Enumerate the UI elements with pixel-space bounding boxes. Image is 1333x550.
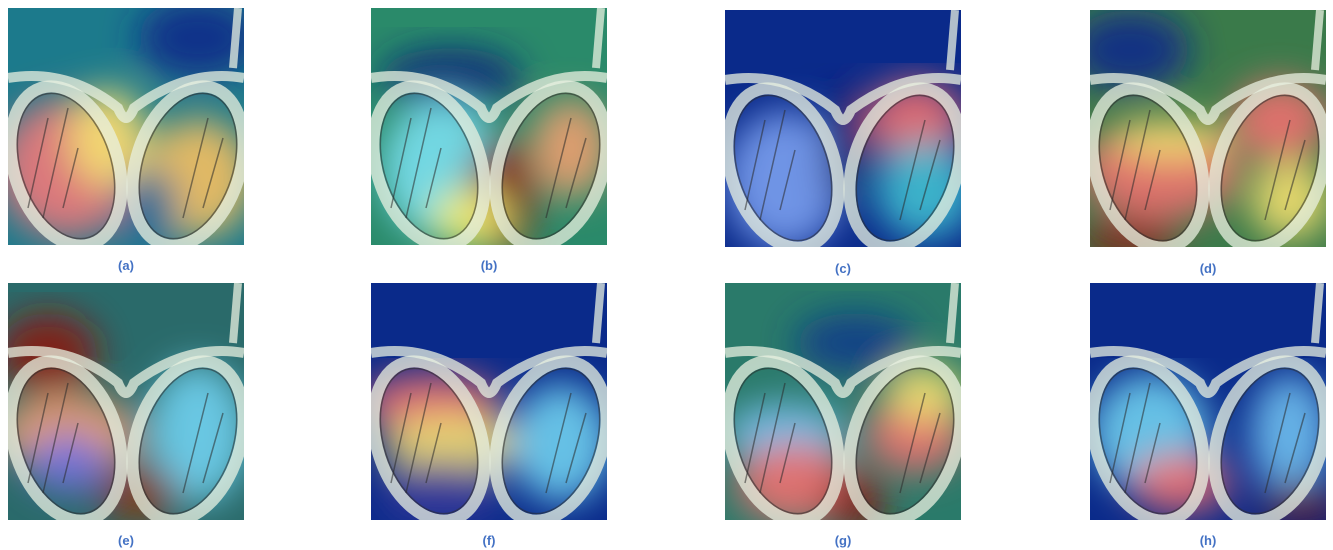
panel-label: (f) — [371, 533, 607, 548]
panel-label: (b) — [371, 258, 607, 273]
panel-label: (e) — [8, 533, 244, 548]
heatmap-image — [371, 283, 607, 520]
panel-label: (h) — [1090, 533, 1326, 548]
heatmap-image — [1090, 283, 1326, 520]
panel-label: (g) — [725, 533, 961, 548]
heatmap-image — [8, 8, 244, 245]
figure: (a) (b) (c) (d) (e) — [0, 0, 1333, 550]
heatmap-image — [8, 283, 244, 520]
panel-label: (d) — [1090, 261, 1326, 276]
heatmap-image — [1090, 10, 1326, 247]
panel-label: (a) — [8, 258, 244, 273]
heatmap-image — [371, 8, 607, 245]
heatmap-image — [725, 283, 961, 520]
heatmap-image — [725, 10, 961, 247]
panel-label: (c) — [725, 261, 961, 276]
